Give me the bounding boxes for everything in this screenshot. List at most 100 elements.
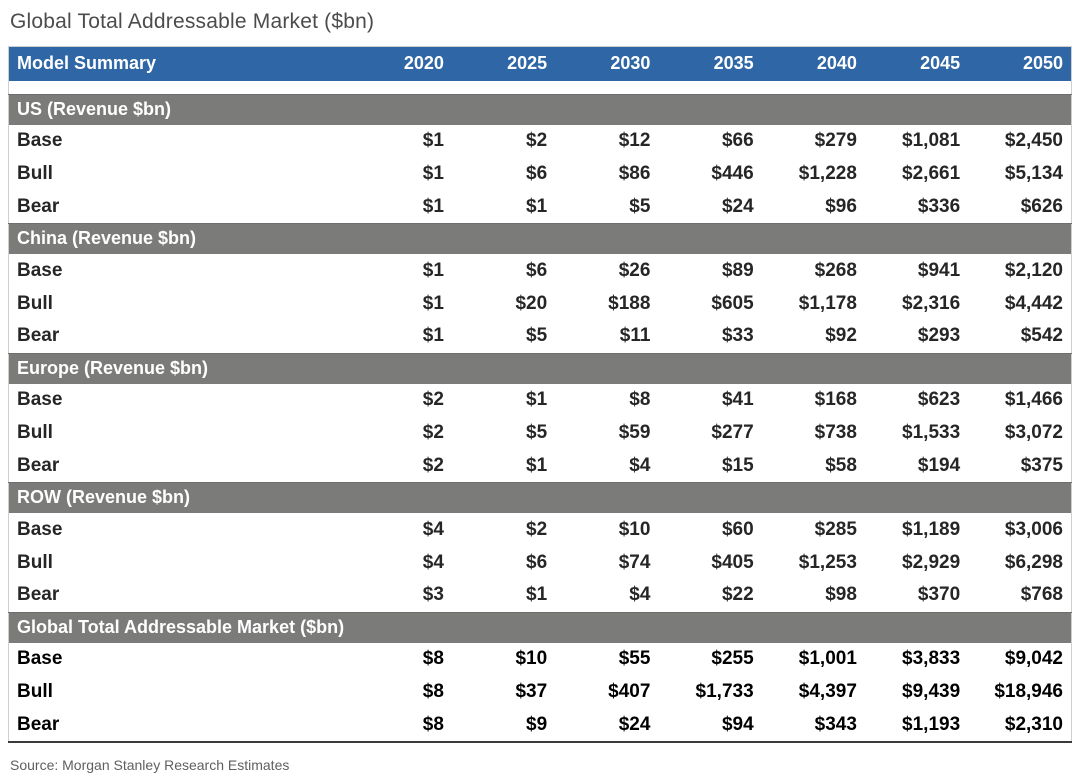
header-year: 2030 (555, 46, 659, 81)
scenario-label: Bull (17, 681, 53, 702)
value-cell: $2,310 (1004, 713, 1063, 735)
page-title: Global Total Addressable Market ($bn) (10, 10, 375, 33)
table-row: Base $1 $2 $12 $66 $279 $1,081 $2,450 (9, 125, 1072, 158)
value-cell: $2,316 (902, 292, 961, 314)
table-row: Bear $1 $5 $11 $33 $92 $293 $542 (9, 320, 1072, 353)
value-cell: $3 (422, 584, 444, 606)
value-cell: $1,228 (798, 163, 857, 184)
section-row: Europe (Revenue $bn) (8, 352, 1072, 384)
table-body: US (Revenue $bn) Base $1 $2 $12 $66 $279 $1,081… (8, 81, 1072, 742)
table-row: Base $2 $1 $8 $41 $168 $623 $1,466 (9, 384, 1072, 417)
value-cell: $4 (422, 551, 444, 573)
value-cell: $5,134 (1004, 163, 1063, 184)
value-cell: $255 (711, 648, 754, 669)
header-year: 2020 (348, 46, 452, 81)
section-header-label: China (Revenue $bn) (8, 223, 1072, 254)
value-cell: $2 (422, 389, 444, 410)
value-cell: $92 (825, 325, 857, 347)
value-cell: $9,439 (902, 681, 961, 702)
value-cell: $343 (814, 713, 857, 735)
value-cell: $4,442 (1004, 292, 1063, 314)
scenario-label: Bear (17, 713, 60, 735)
value-cell: $6 (526, 163, 548, 184)
table-row: Bull $1 $6 $86 $446 $1,228 $2,661 $5,134 (9, 158, 1072, 191)
value-cell: $4 (629, 584, 651, 606)
value-cell: $8 (422, 713, 444, 735)
value-cell: $58 (825, 454, 857, 476)
table-row: Bull $8 $37 $407 $1,733 $4,397 $9,439 $18,946 (9, 676, 1072, 709)
value-cell: $605 (711, 292, 754, 314)
value-cell: $3,833 (902, 648, 961, 669)
header-year: 2025 (451, 46, 556, 81)
value-cell: $1 (526, 195, 548, 217)
value-cell: $941 (917, 259, 961, 281)
value-cell: $1,178 (798, 292, 857, 314)
value-cell: $188 (608, 292, 651, 314)
value-cell: $5 (629, 195, 651, 217)
header-gap (8, 81, 1072, 94)
value-cell: $375 (1020, 454, 1063, 476)
value-cell: $293 (917, 325, 961, 347)
value-cell: $1 (422, 259, 444, 281)
table-header: Model Summary 2020 2025 2030 2035 2040 2… (8, 46, 1072, 81)
value-cell: $37 (515, 681, 548, 702)
table-row: Bear $2 $1 $4 $15 $58 $194 $375 (9, 450, 1072, 483)
value-cell: $6 (526, 259, 548, 281)
header-year: 2050 (968, 46, 1072, 81)
value-cell: $1,533 (902, 422, 961, 443)
value-cell: $18,946 (994, 681, 1063, 702)
value-cell: $55 (618, 648, 651, 669)
value-cell: $1,189 (902, 518, 961, 540)
scenario-label: Bear (17, 454, 60, 476)
value-cell: $24 (721, 195, 754, 217)
value-cell: $623 (917, 389, 961, 410)
value-cell: $41 (721, 389, 754, 410)
scenario-label: Bull (17, 292, 53, 314)
value-cell: $20 (515, 292, 548, 314)
value-cell: $6 (526, 551, 548, 573)
value-cell: $2 (526, 130, 548, 151)
value-cell: $1 (422, 325, 444, 347)
value-cell: $8 (629, 389, 651, 410)
value-cell: $768 (1020, 584, 1063, 606)
value-cell: $2,120 (1004, 259, 1063, 281)
table-row: Base $1 $6 $26 $89 $268 $941 $2,120 (9, 254, 1072, 287)
market-table: Model Summary 2020 2025 2030 2035 2040 2… (8, 46, 1072, 743)
value-cell: $1,733 (695, 681, 754, 702)
header-year: 2045 (864, 46, 969, 81)
table-row: Bear $8 $9 $24 $94 $343 $1,193 $2,310 (9, 709, 1072, 742)
section-row: ROW (Revenue $bn) (8, 482, 1072, 513)
section-header-label: ROW (Revenue $bn) (8, 482, 1072, 513)
value-cell: $1 (526, 389, 548, 410)
value-cell: $26 (618, 259, 651, 281)
value-cell: $22 (721, 584, 754, 606)
value-cell: $277 (711, 422, 754, 443)
table-row: Bull $4 $6 $74 $405 $1,253 $2,929 $6,298 (9, 546, 1072, 579)
header-year: 2035 (658, 46, 762, 81)
value-cell: $89 (721, 259, 754, 281)
value-cell: $96 (825, 195, 857, 217)
scenario-label: Bear (17, 325, 60, 347)
value-cell: $4 (422, 518, 444, 540)
value-cell: $407 (608, 681, 651, 702)
value-cell: $1 (526, 454, 548, 476)
value-cell: $24 (618, 713, 651, 735)
value-cell: $9,042 (1004, 648, 1063, 669)
value-cell: $10 (515, 648, 548, 669)
value-cell: $1,001 (798, 648, 857, 669)
value-cell: $12 (618, 130, 651, 151)
header-row: Model Summary 2020 2025 2030 2035 2040 2… (8, 46, 1072, 81)
table-row: Bear $3 $1 $4 $22 $98 $370 $768 (9, 579, 1072, 612)
scenario-label: Bear (17, 195, 60, 217)
scenario-label: Base (17, 130, 63, 151)
table-row: Base $8 $10 $55 $255 $1,001 $3,833 $9,042 (9, 643, 1072, 676)
scenario-label: Base (17, 648, 63, 669)
value-cell: $3,072 (1004, 422, 1063, 443)
value-cell: $285 (814, 518, 857, 540)
value-cell: $336 (917, 195, 961, 217)
value-cell: $3,006 (1004, 518, 1063, 540)
value-cell: $1,253 (798, 551, 857, 573)
section-header-label: Global Total Addressable Market ($bn) (8, 611, 1072, 643)
value-cell: $11 (619, 325, 651, 347)
